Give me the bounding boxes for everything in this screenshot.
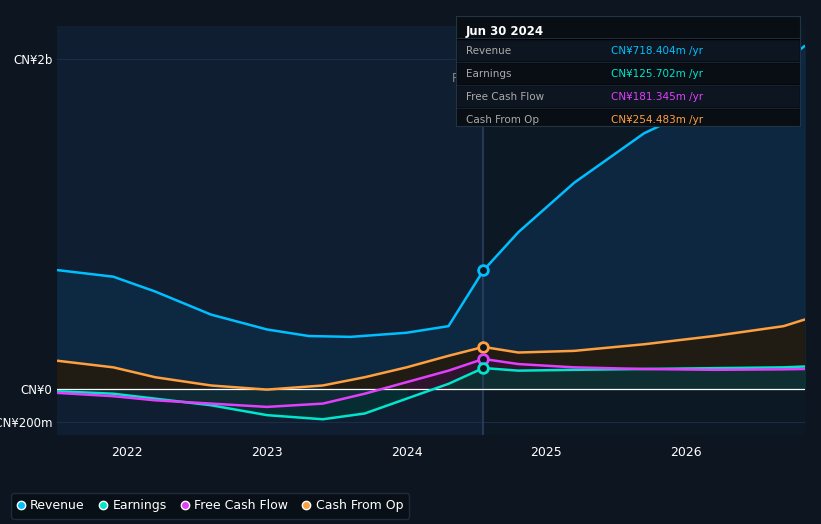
Bar bbox=[484, 26, 805, 435]
Bar bbox=[57, 26, 484, 435]
Text: Jun 30 2024: Jun 30 2024 bbox=[466, 25, 544, 38]
Text: CN¥181.345m /yr: CN¥181.345m /yr bbox=[611, 92, 703, 102]
FancyBboxPatch shape bbox=[456, 108, 800, 132]
Text: Revenue: Revenue bbox=[466, 46, 511, 56]
Legend: Revenue, Earnings, Free Cash Flow, Cash From Op: Revenue, Earnings, Free Cash Flow, Cash … bbox=[11, 493, 410, 519]
Text: Analysts Forecasts: Analysts Forecasts bbox=[490, 72, 600, 85]
Text: Past: Past bbox=[452, 72, 476, 85]
Text: Free Cash Flow: Free Cash Flow bbox=[466, 92, 544, 102]
FancyBboxPatch shape bbox=[456, 39, 800, 62]
FancyBboxPatch shape bbox=[456, 85, 800, 108]
Text: CN¥125.702m /yr: CN¥125.702m /yr bbox=[611, 69, 703, 79]
Text: Cash From Op: Cash From Op bbox=[466, 115, 539, 125]
FancyBboxPatch shape bbox=[456, 62, 800, 85]
Text: CN¥254.483m /yr: CN¥254.483m /yr bbox=[611, 115, 703, 125]
Text: CN¥718.404m /yr: CN¥718.404m /yr bbox=[611, 46, 703, 56]
Text: Earnings: Earnings bbox=[466, 69, 511, 79]
